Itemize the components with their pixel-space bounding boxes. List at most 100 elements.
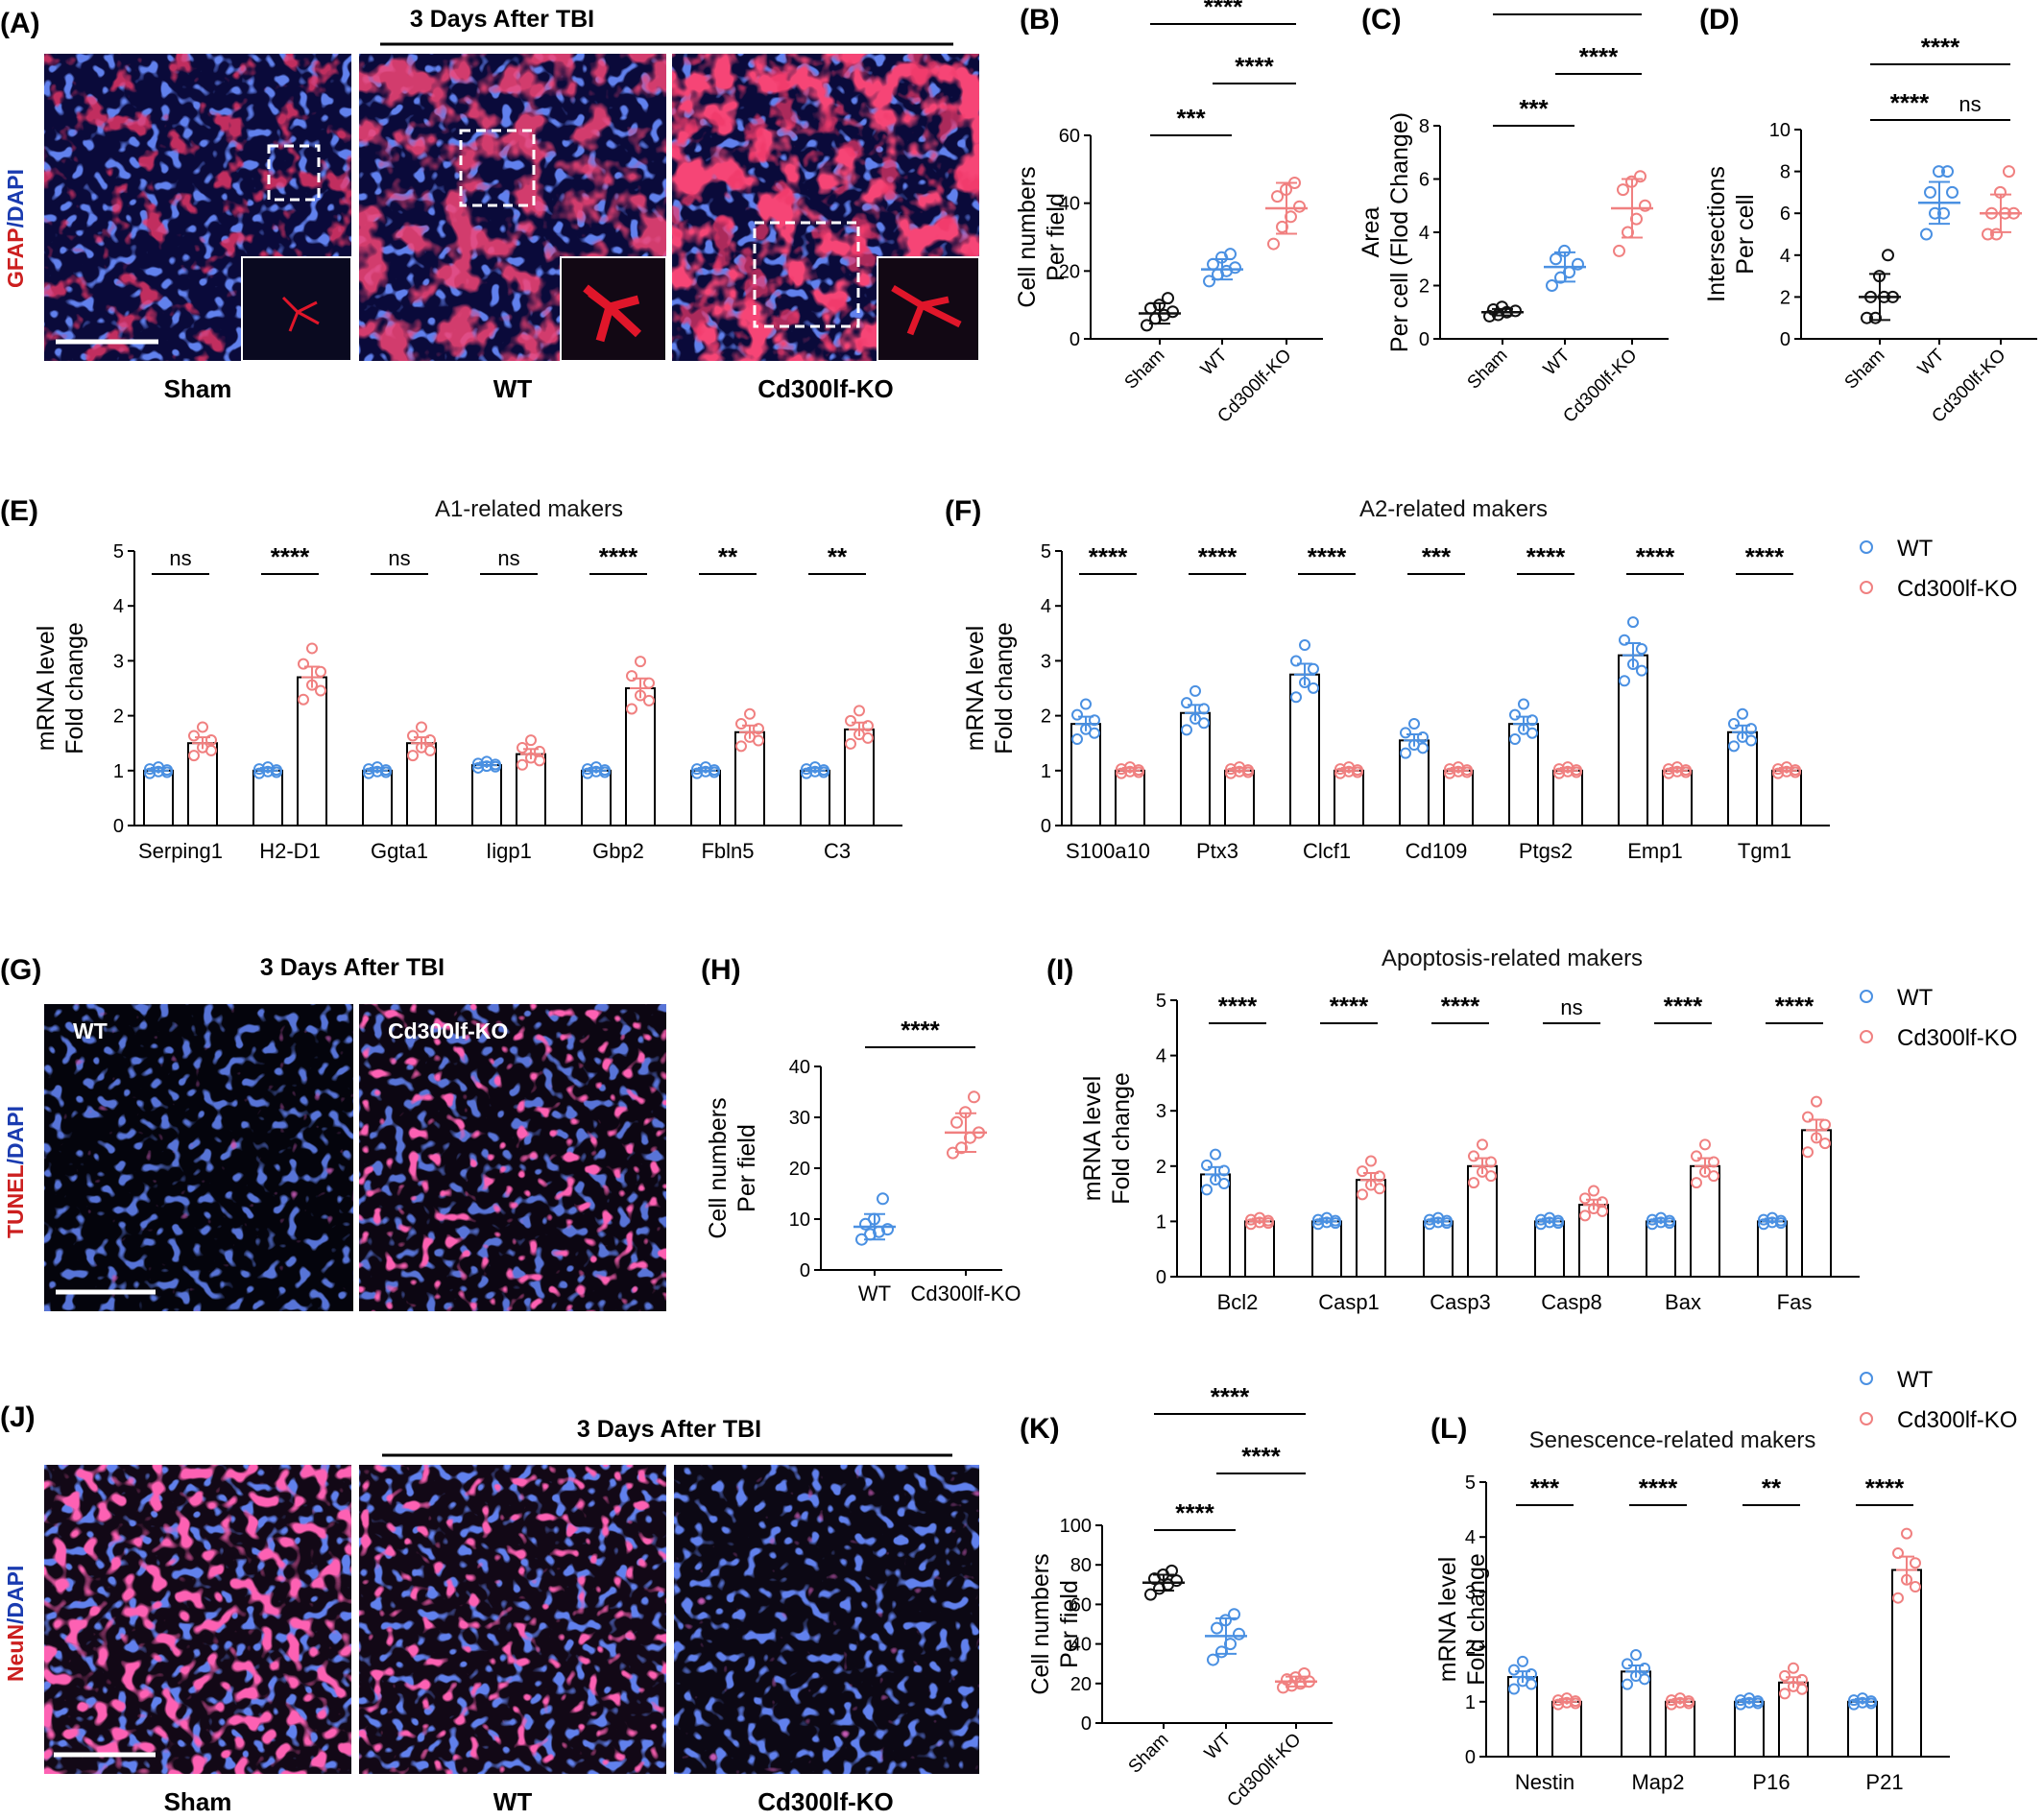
- data-point: [853, 705, 865, 717]
- legend-label-wt: WT: [1897, 1367, 1934, 1393]
- data-point: [372, 761, 383, 774]
- significance-label: ****: [1865, 1473, 1905, 1502]
- data-point: [534, 754, 545, 767]
- data-point: [1779, 1688, 1791, 1700]
- y-tick-label: 3: [113, 651, 124, 672]
- data-point: [1201, 1184, 1213, 1196]
- data-point: [877, 1192, 889, 1206]
- data-point: [1262, 1217, 1274, 1230]
- data-point: [1080, 698, 1092, 710]
- data-point: [1485, 1170, 1497, 1183]
- micrograph-g-overlay-wt: WT: [73, 1018, 108, 1043]
- data-point: [1901, 1527, 1912, 1540]
- y-tick-label: 4: [113, 596, 124, 617]
- data-point: [1071, 733, 1083, 746]
- data-point: [1588, 1185, 1599, 1197]
- x-tick-label: Clcf1: [1303, 839, 1351, 863]
- significance-label: ns: [169, 546, 191, 570]
- panel-a-title: 3 Days After TBI: [410, 6, 594, 33]
- bar: [734, 730, 765, 827]
- data-point: [1802, 1111, 1814, 1123]
- data-point: [950, 1115, 963, 1129]
- panel-label-a: (A): [0, 8, 40, 39]
- legend-marker-ko: [1860, 581, 1873, 594]
- data-point: [1417, 742, 1429, 754]
- x-tick-label: Tgm1: [1738, 839, 1791, 863]
- data-point: [1281, 1673, 1293, 1687]
- data-point: [643, 677, 655, 689]
- data-point: [1619, 675, 1630, 687]
- legend-label-ko: Cd300lf-KO: [1897, 576, 2017, 602]
- y-axis-label-line: Cell numbers: [1014, 166, 1041, 307]
- bar: [625, 687, 656, 826]
- x-tick-label: WT: [1540, 345, 1574, 379]
- bar: [1200, 1173, 1231, 1278]
- data-point: [1572, 257, 1584, 271]
- data-point: [1162, 292, 1174, 305]
- x-tick-label: Sham: [1464, 346, 1512, 394]
- data-point: [1308, 682, 1319, 694]
- x-tick-label: Casp1: [1318, 1290, 1380, 1314]
- data-point: [1561, 1692, 1573, 1705]
- data-point: [1728, 718, 1740, 730]
- data-point: [1170, 1574, 1183, 1588]
- data-point: [298, 658, 309, 670]
- x-tick-label: Cd300lf-KO: [911, 1281, 1022, 1305]
- data-point: [1924, 185, 1936, 199]
- panel-j-stain-label: NeuN/DAPI: [3, 1566, 28, 1682]
- chart-title: A2-related makers: [1359, 496, 1548, 522]
- stain-dapi-j: DAPI: [3, 1566, 28, 1618]
- x-tick-label: Bcl2: [1217, 1290, 1259, 1314]
- y-tick-label: 4: [1419, 223, 1430, 244]
- y-axis-label-line: Per field: [1043, 193, 1070, 281]
- data-point: [1617, 183, 1629, 197]
- y-tick-label: 20: [789, 1159, 810, 1180]
- data-point: [1636, 643, 1647, 656]
- data-point: [1207, 1653, 1219, 1666]
- y-axis-label-line: Per cell (Flod Change): [1386, 112, 1413, 352]
- data-point: [1144, 1588, 1157, 1601]
- bar: [1508, 723, 1539, 826]
- data-point: [744, 707, 756, 720]
- data-point: [1636, 664, 1647, 677]
- data-point: [1802, 1146, 1814, 1159]
- data-point: [643, 694, 655, 706]
- data-point: [1861, 311, 1873, 324]
- x-tick-label: Sham: [1121, 346, 1169, 394]
- significance-label: **: [718, 542, 738, 571]
- data-point: [1365, 1155, 1377, 1167]
- significance-label: ****: [1775, 992, 1815, 1020]
- data-point: [1374, 1183, 1385, 1195]
- y-axis-label-line: mRNA level: [962, 626, 989, 752]
- data-point: [700, 761, 711, 774]
- legend-label-ko: Cd300lf-KO: [1897, 1407, 2017, 1433]
- data-point: [1920, 228, 1933, 241]
- data-point: [197, 721, 208, 733]
- chart-f-a2-markers: 0 1 2 3 4 5 mRNA levelFold change A2-related ma…: [962, 496, 1830, 863]
- data-point: [1321, 1211, 1333, 1224]
- y-tick-label: 40: [1070, 1635, 1092, 1656]
- data-point: [1579, 1209, 1591, 1222]
- data-point: [1946, 185, 1959, 199]
- micrograph-a-label-sham: Sham: [164, 374, 232, 403]
- panel-j-title: 3 Days After TBI: [577, 1416, 761, 1443]
- data-point: [1089, 714, 1100, 727]
- stain-dapi-g: DAPI: [3, 1106, 28, 1159]
- chart-i-apoptosis-markers: 0 1 2 3 4 5 mRNA levelFold change Apoptosis-rel…: [1079, 946, 1860, 1314]
- bar: [1443, 769, 1474, 826]
- x-tick-label: Emp1: [1627, 839, 1682, 863]
- significance-label: ****: [1089, 542, 1128, 571]
- bar: [1621, 1670, 1651, 1758]
- y-tick-label: 4: [1780, 246, 1791, 267]
- data-point: [1708, 1156, 1719, 1168]
- data-point: [635, 656, 646, 668]
- y-tick-label: 60: [1059, 126, 1080, 147]
- data-point: [1293, 200, 1306, 213]
- data-point: [1198, 717, 1210, 730]
- data-point: [1298, 1667, 1310, 1680]
- data-point: [205, 744, 217, 756]
- data-point: [1400, 727, 1411, 739]
- bar: [1771, 769, 1802, 826]
